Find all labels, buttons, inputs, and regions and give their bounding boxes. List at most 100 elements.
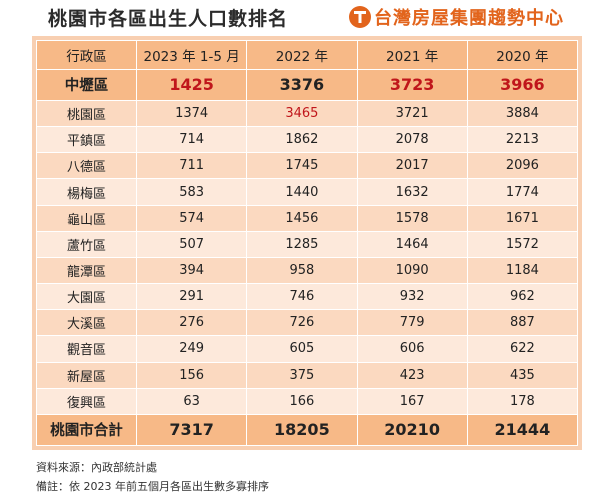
value-cell: 1456 xyxy=(246,204,358,232)
table-body: 中壢區 1425 3376 3723 3966 桃園區 1374 3465 3721 3884 平鎮… xyxy=(36,69,579,447)
value-cell: 2017 xyxy=(356,152,468,180)
total-row: 桃園市合計 7317 18205 20210 21444 xyxy=(36,413,579,447)
value-cell: 958 xyxy=(246,256,358,285)
table-row: 平鎮區 714 1862 2078 2213 xyxy=(36,126,579,154)
value-cell: 166 xyxy=(246,387,358,415)
highlight-row: 中壢區 1425 3376 3723 3966 xyxy=(36,69,579,101)
district-cell: 桃園市合計 xyxy=(36,413,137,447)
district-cell: 八德區 xyxy=(36,152,137,180)
column-header: 2023 年 1-5 月 xyxy=(135,40,248,70)
table-row: 新屋區 156 375 423 435 xyxy=(36,361,579,389)
district-cell: 大溪區 xyxy=(36,309,137,337)
value-cell: 779 xyxy=(356,309,468,337)
table-header-row: 行政區 2023 年 1-5 月 2022 年 2021 年 2020 年 xyxy=(36,40,579,70)
value-cell: 1572 xyxy=(466,230,579,258)
value-cell: 1632 xyxy=(356,178,468,206)
value-cell: 1578 xyxy=(356,204,468,232)
column-header: 2020 年 xyxy=(466,40,579,70)
value-cell: 605 xyxy=(246,335,358,363)
value-cell: 3966 xyxy=(466,69,579,101)
value-cell: 726 xyxy=(246,309,358,337)
value-cell: 1184 xyxy=(466,256,579,285)
value-cell: 20210 xyxy=(356,413,468,447)
value-cell: 7317 xyxy=(135,413,248,447)
value-cell: 276 xyxy=(135,309,248,337)
value-cell: 63 xyxy=(135,387,248,415)
value-cell: 1774 xyxy=(466,178,579,206)
table-row: 大溪區 276 726 779 887 xyxy=(36,309,579,337)
column-header: 2021 年 xyxy=(356,40,468,70)
value-cell: 2096 xyxy=(466,152,579,180)
value-cell: 1425 xyxy=(135,69,248,101)
value-cell: 394 xyxy=(135,256,248,285)
value-cell: 507 xyxy=(135,230,248,258)
district-cell: 中壢區 xyxy=(36,69,137,101)
value-cell: 21444 xyxy=(466,413,579,447)
source-note: 資料來源：內政部統計處 xyxy=(36,461,157,474)
remark-note: 備註：依 2023 年前五個月各區出生數多寡排序 xyxy=(36,480,269,493)
brand-name: 台灣房屋集團趨勢中心 xyxy=(374,8,564,29)
value-cell: 1671 xyxy=(466,204,579,232)
value-cell: 423 xyxy=(356,361,468,389)
table-row: 楊梅區 583 1440 1632 1774 xyxy=(36,178,579,206)
birth-ranking-table: 行政區 2023 年 1-5 月 2022 年 2021 年 2020 年 中壢區 142… xyxy=(36,40,579,447)
value-cell: 1745 xyxy=(246,152,358,180)
value-cell: 1464 xyxy=(356,230,468,258)
value-cell: 291 xyxy=(135,283,248,311)
district-cell: 新屋區 xyxy=(36,361,137,389)
value-cell: 1285 xyxy=(246,230,358,258)
t-circle-icon xyxy=(349,6,371,28)
value-cell: 746 xyxy=(246,283,358,311)
value-cell: 3376 xyxy=(246,69,358,101)
value-cell: 622 xyxy=(466,335,579,363)
column-header: 行政區 xyxy=(36,40,137,70)
value-cell: 2213 xyxy=(466,126,579,154)
value-cell: 583 xyxy=(135,178,248,206)
value-cell: 932 xyxy=(356,283,468,311)
value-cell: 249 xyxy=(135,335,248,363)
brand-logo: 台灣房屋集團趨勢中心 xyxy=(349,4,564,30)
value-cell: 3721 xyxy=(356,99,468,128)
table-row: 蘆竹區 507 1285 1464 1572 xyxy=(36,230,579,258)
value-cell: 3723 xyxy=(356,69,468,101)
table-row: 復興區 63 166 167 178 xyxy=(36,387,579,415)
value-cell: 3884 xyxy=(466,99,579,128)
value-cell: 435 xyxy=(466,361,579,389)
value-cell: 178 xyxy=(466,387,579,415)
value-cell: 18205 xyxy=(246,413,358,447)
value-cell: 962 xyxy=(466,283,579,311)
district-cell: 龍潭區 xyxy=(36,256,137,285)
birth-ranking-table-container: 行政區 2023 年 1-5 月 2022 年 2021 年 2020 年 中壢區 142… xyxy=(32,36,582,450)
value-cell: 714 xyxy=(135,126,248,154)
district-cell: 復興區 xyxy=(36,387,137,415)
table-row: 龜山區 574 1456 1578 1671 xyxy=(36,204,579,232)
district-cell: 楊梅區 xyxy=(36,178,137,206)
column-header: 2022 年 xyxy=(246,40,358,70)
table-row: 觀音區 249 605 606 622 xyxy=(36,335,579,363)
notes: 資料來源：內政部統計處 備註：依 2023 年前五個月各區出生數多寡排序 xyxy=(36,458,269,496)
district-cell: 大園區 xyxy=(36,283,137,311)
value-cell: 574 xyxy=(135,204,248,232)
value-cell: 156 xyxy=(135,361,248,389)
district-cell: 平鎮區 xyxy=(36,126,137,154)
value-cell: 1090 xyxy=(356,256,468,285)
district-cell: 桃園區 xyxy=(36,99,137,128)
table-row: 大園區 291 746 932 962 xyxy=(36,283,579,311)
value-cell: 887 xyxy=(466,309,579,337)
table-row: 龍潭區 394 958 1090 1184 xyxy=(36,256,579,285)
district-cell: 龜山區 xyxy=(36,204,137,232)
value-cell: 3465 xyxy=(246,99,358,128)
value-cell: 2078 xyxy=(356,126,468,154)
page-title: 桃園市各區出生人口數排名 xyxy=(48,8,289,30)
value-cell: 1374 xyxy=(135,99,248,128)
table-row: 桃園區 1374 3465 3721 3884 xyxy=(36,99,579,128)
district-cell: 蘆竹區 xyxy=(36,230,137,258)
district-cell: 觀音區 xyxy=(36,335,137,363)
value-cell: 167 xyxy=(356,387,468,415)
value-cell: 1440 xyxy=(246,178,358,206)
value-cell: 1862 xyxy=(246,126,358,154)
value-cell: 711 xyxy=(135,152,248,180)
table-row: 八德區 711 1745 2017 2096 xyxy=(36,152,579,180)
value-cell: 375 xyxy=(246,361,358,389)
value-cell: 606 xyxy=(356,335,468,363)
